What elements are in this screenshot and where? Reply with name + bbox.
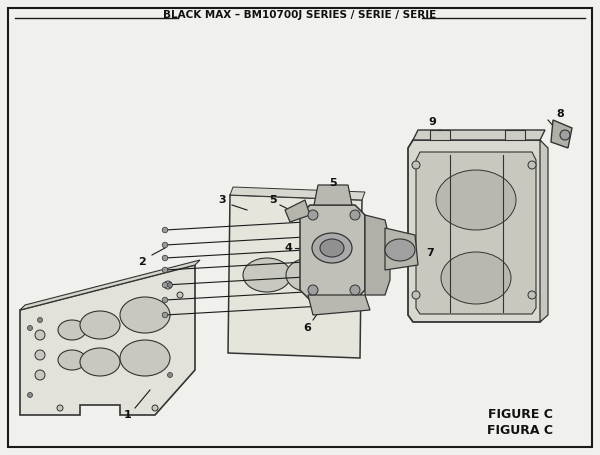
Polygon shape: [430, 130, 450, 140]
Text: 9: 9: [428, 117, 436, 127]
Circle shape: [152, 405, 158, 411]
Circle shape: [35, 350, 45, 360]
Circle shape: [35, 370, 45, 380]
Circle shape: [338, 218, 342, 222]
Ellipse shape: [58, 350, 86, 370]
Text: BLACK MAX – BM10700J SERIES / SÉRIE / SERIE: BLACK MAX – BM10700J SERIES / SÉRIE / SE…: [163, 8, 437, 20]
Text: FIGURE C: FIGURE C: [488, 409, 553, 421]
Text: 6: 6: [303, 323, 311, 333]
Ellipse shape: [120, 297, 170, 333]
Circle shape: [28, 325, 32, 330]
Polygon shape: [314, 185, 352, 205]
Circle shape: [338, 246, 342, 250]
Ellipse shape: [385, 239, 415, 261]
Ellipse shape: [436, 170, 516, 230]
Ellipse shape: [58, 320, 86, 340]
Ellipse shape: [441, 252, 511, 304]
Circle shape: [528, 291, 536, 299]
Circle shape: [350, 285, 360, 295]
Polygon shape: [228, 195, 362, 358]
Polygon shape: [416, 152, 536, 314]
Circle shape: [162, 267, 168, 273]
Ellipse shape: [330, 260, 370, 290]
Polygon shape: [540, 140, 548, 322]
Polygon shape: [365, 215, 390, 295]
Circle shape: [560, 130, 570, 140]
Text: 4: 4: [284, 243, 292, 253]
Circle shape: [177, 292, 183, 298]
Ellipse shape: [80, 311, 120, 339]
Circle shape: [164, 281, 172, 289]
Ellipse shape: [120, 340, 170, 376]
Text: 7: 7: [426, 248, 434, 258]
Polygon shape: [285, 200, 310, 222]
Text: 5: 5: [329, 178, 337, 188]
Polygon shape: [230, 187, 365, 200]
Polygon shape: [308, 295, 370, 315]
Circle shape: [338, 258, 342, 262]
Text: 1: 1: [124, 410, 132, 420]
Circle shape: [528, 161, 536, 169]
Circle shape: [308, 210, 318, 220]
Polygon shape: [413, 130, 545, 140]
Circle shape: [57, 405, 63, 411]
Text: 3: 3: [218, 195, 226, 205]
Polygon shape: [20, 265, 195, 415]
Circle shape: [338, 273, 342, 277]
Circle shape: [338, 233, 342, 237]
Circle shape: [28, 393, 32, 398]
Circle shape: [162, 255, 168, 261]
Circle shape: [162, 227, 168, 233]
Circle shape: [412, 291, 420, 299]
Ellipse shape: [286, 258, 334, 292]
Circle shape: [308, 285, 318, 295]
Text: 8: 8: [556, 109, 564, 119]
Polygon shape: [300, 205, 365, 300]
Circle shape: [162, 282, 168, 288]
Text: 5: 5: [269, 195, 277, 205]
Polygon shape: [408, 140, 545, 322]
Polygon shape: [551, 120, 572, 148]
Polygon shape: [385, 228, 418, 270]
Circle shape: [162, 242, 168, 248]
Circle shape: [35, 330, 45, 340]
Circle shape: [167, 283, 173, 288]
Circle shape: [338, 288, 342, 292]
Circle shape: [338, 303, 342, 307]
Circle shape: [37, 318, 43, 323]
Circle shape: [350, 210, 360, 220]
Text: 2: 2: [138, 257, 146, 267]
Text: FIGURA C: FIGURA C: [487, 424, 553, 436]
Circle shape: [162, 297, 168, 303]
Polygon shape: [20, 260, 200, 310]
Ellipse shape: [312, 233, 352, 263]
Ellipse shape: [80, 348, 120, 376]
Ellipse shape: [243, 258, 291, 292]
Polygon shape: [505, 130, 525, 140]
Circle shape: [412, 161, 420, 169]
Ellipse shape: [320, 239, 344, 257]
Circle shape: [167, 373, 173, 378]
Circle shape: [162, 312, 168, 318]
